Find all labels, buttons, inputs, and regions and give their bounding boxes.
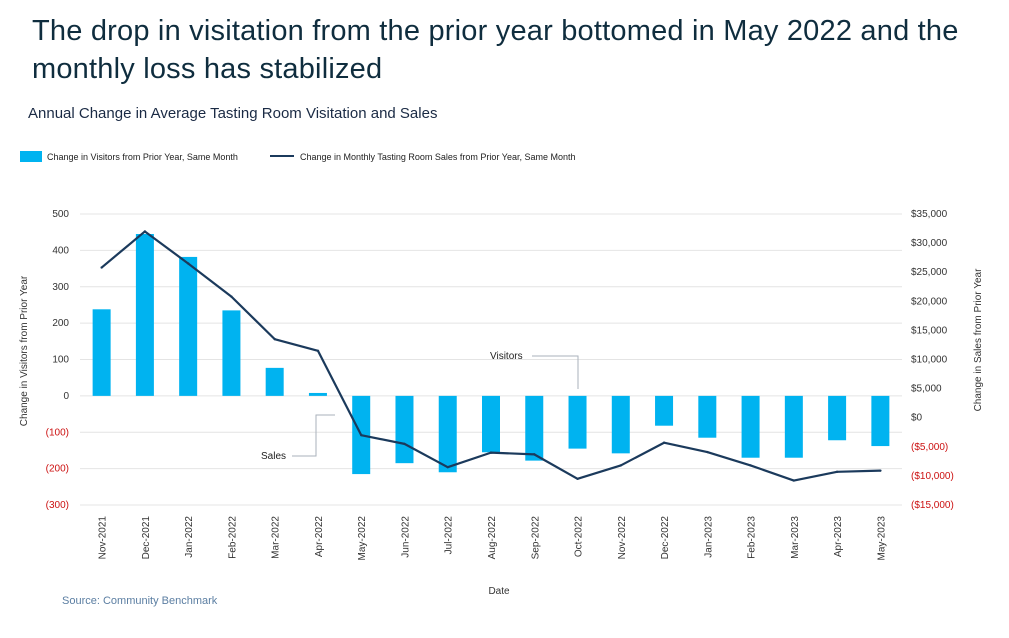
- y2-tick-label: $30,000: [911, 238, 948, 249]
- y-tick-label: 300: [52, 282, 69, 293]
- bar: [92, 309, 111, 396]
- y2-tick-label: $5,000: [911, 384, 942, 395]
- bar: [482, 395, 500, 453]
- source-note: Source: Community Benchmark: [62, 595, 218, 607]
- x-tick-label: Aug-2022: [487, 516, 498, 560]
- y-tick-label: 400: [52, 245, 69, 256]
- bar: [784, 395, 803, 458]
- line-point: [662, 441, 666, 444]
- visitors-callout-line: [532, 355, 579, 389]
- bar: [871, 395, 890, 447]
- headline: The drop in visitation from the prior ye…: [32, 15, 959, 85]
- line-series: [100, 230, 882, 482]
- y-tick-label: 200: [52, 318, 69, 329]
- x-tick-label: Dec-2022: [660, 516, 671, 560]
- line-point: [749, 464, 752, 467]
- bar: [179, 256, 198, 396]
- y2-tick-label: $35,000: [911, 209, 948, 220]
- line-point: [186, 262, 190, 265]
- x-tick-label: Nov-2022: [617, 516, 628, 560]
- y2-tick-label: ($5,000): [911, 442, 948, 453]
- line-point: [706, 450, 709, 454]
- bar: [395, 395, 414, 464]
- y-axis-left: 500 400 300 200 100 0 (100) (200) (300): [46, 209, 70, 511]
- bar: [265, 367, 284, 396]
- x-tick-label: Dec-2021: [141, 516, 152, 560]
- legend-swatch-visitors: [20, 151, 42, 162]
- y2-tick-label: ($15,000): [911, 500, 954, 511]
- y-tick-label: (200): [46, 464, 69, 475]
- x-tick-label: May-2022: [357, 516, 368, 561]
- line-point: [143, 230, 147, 233]
- sales-annotation: Sales: [261, 451, 286, 462]
- y2-tick-label: $20,000: [911, 296, 948, 307]
- chart-title: Annual Change in Average Tasting Room Vi…: [28, 105, 438, 122]
- visitors-annotation: Visitors: [490, 351, 523, 362]
- y-axis-title-right: Change in Sales from Prior Year: [973, 268, 984, 412]
- x-tick-label: Jul-2022: [444, 516, 455, 555]
- y-tick-label: 100: [52, 355, 69, 366]
- line-point: [446, 465, 449, 469]
- x-tick-label: Oct-2022: [574, 516, 585, 558]
- bar: [438, 395, 457, 473]
- y2-tick-label: $25,000: [911, 267, 948, 278]
- sales-callout-line: [292, 414, 335, 457]
- y-tick-label: 0: [63, 391, 69, 402]
- line-point: [533, 453, 536, 456]
- bar-series: [92, 234, 890, 475]
- x-tick-label: Mar-2023: [790, 516, 801, 559]
- bar: [611, 395, 630, 454]
- x-tick-label: Apr-2022: [314, 516, 325, 558]
- x-tick-label: Nov-2021: [98, 516, 109, 560]
- y2-tick-label: ($10,000): [911, 471, 954, 482]
- y-tick-label: (300): [46, 500, 69, 511]
- line-point: [403, 442, 406, 446]
- x-tick-label: Mar-2022: [271, 516, 282, 559]
- bar: [308, 392, 327, 396]
- bar: [135, 234, 154, 396]
- x-tick-label: Sep-2022: [530, 516, 541, 560]
- bar: [655, 395, 674, 426]
- line-point: [100, 266, 103, 269]
- x-tick-label: Jan-2022: [184, 516, 195, 558]
- bar: [222, 310, 241, 396]
- line-point: [316, 349, 320, 352]
- y2-tick-label: $15,000: [911, 325, 948, 336]
- line-point: [489, 451, 493, 454]
- line-point: [792, 479, 796, 482]
- line-point: [230, 295, 233, 298]
- line-point: [879, 469, 882, 472]
- x-tick-label: Apr-2023: [833, 516, 844, 558]
- x-tick-label: Jan-2023: [703, 516, 714, 558]
- line-point: [360, 433, 363, 437]
- gridlines: [80, 213, 902, 506]
- bar: [568, 395, 587, 449]
- x-tick-label: Feb-2023: [747, 516, 758, 559]
- x-tick-label: May-2023: [876, 516, 887, 561]
- y2-tick-label: $0: [911, 413, 923, 424]
- legend-label-sales: Change in Monthly Tasting Room Sales fro…: [300, 152, 575, 162]
- line-point: [576, 477, 579, 481]
- x-tick-label: Feb-2022: [227, 516, 238, 559]
- line-point: [619, 464, 622, 467]
- x-axis-title: Date: [488, 586, 510, 597]
- y-axis-right: $35,000 $30,000 $25,000 $20,000 $15,000 $10,0…: [911, 209, 954, 511]
- annotations: Visitors Sales: [261, 351, 579, 462]
- legend-label-visitors: Change in Visitors from Prior Year, Same…: [47, 152, 238, 162]
- y-tick-label: 500: [52, 209, 69, 220]
- bar: [828, 395, 847, 441]
- y-tick-label: (100): [46, 427, 69, 438]
- x-axis: Nov-2021 Dec-2021 Jan-2022 Feb-2022 Mar-2022…: [98, 516, 888, 561]
- bar: [525, 395, 544, 461]
- x-tick-label: Jun-2022: [400, 516, 411, 558]
- bar: [741, 395, 760, 458]
- legend: Change in Visitors from Prior Year, Same…: [20, 151, 575, 162]
- line-point: [835, 470, 839, 474]
- line-point: [273, 337, 276, 341]
- y-axis-title-left: Change in Visitors from Prior Year: [19, 275, 30, 426]
- bar: [698, 395, 717, 438]
- y2-tick-label: $10,000: [911, 355, 948, 366]
